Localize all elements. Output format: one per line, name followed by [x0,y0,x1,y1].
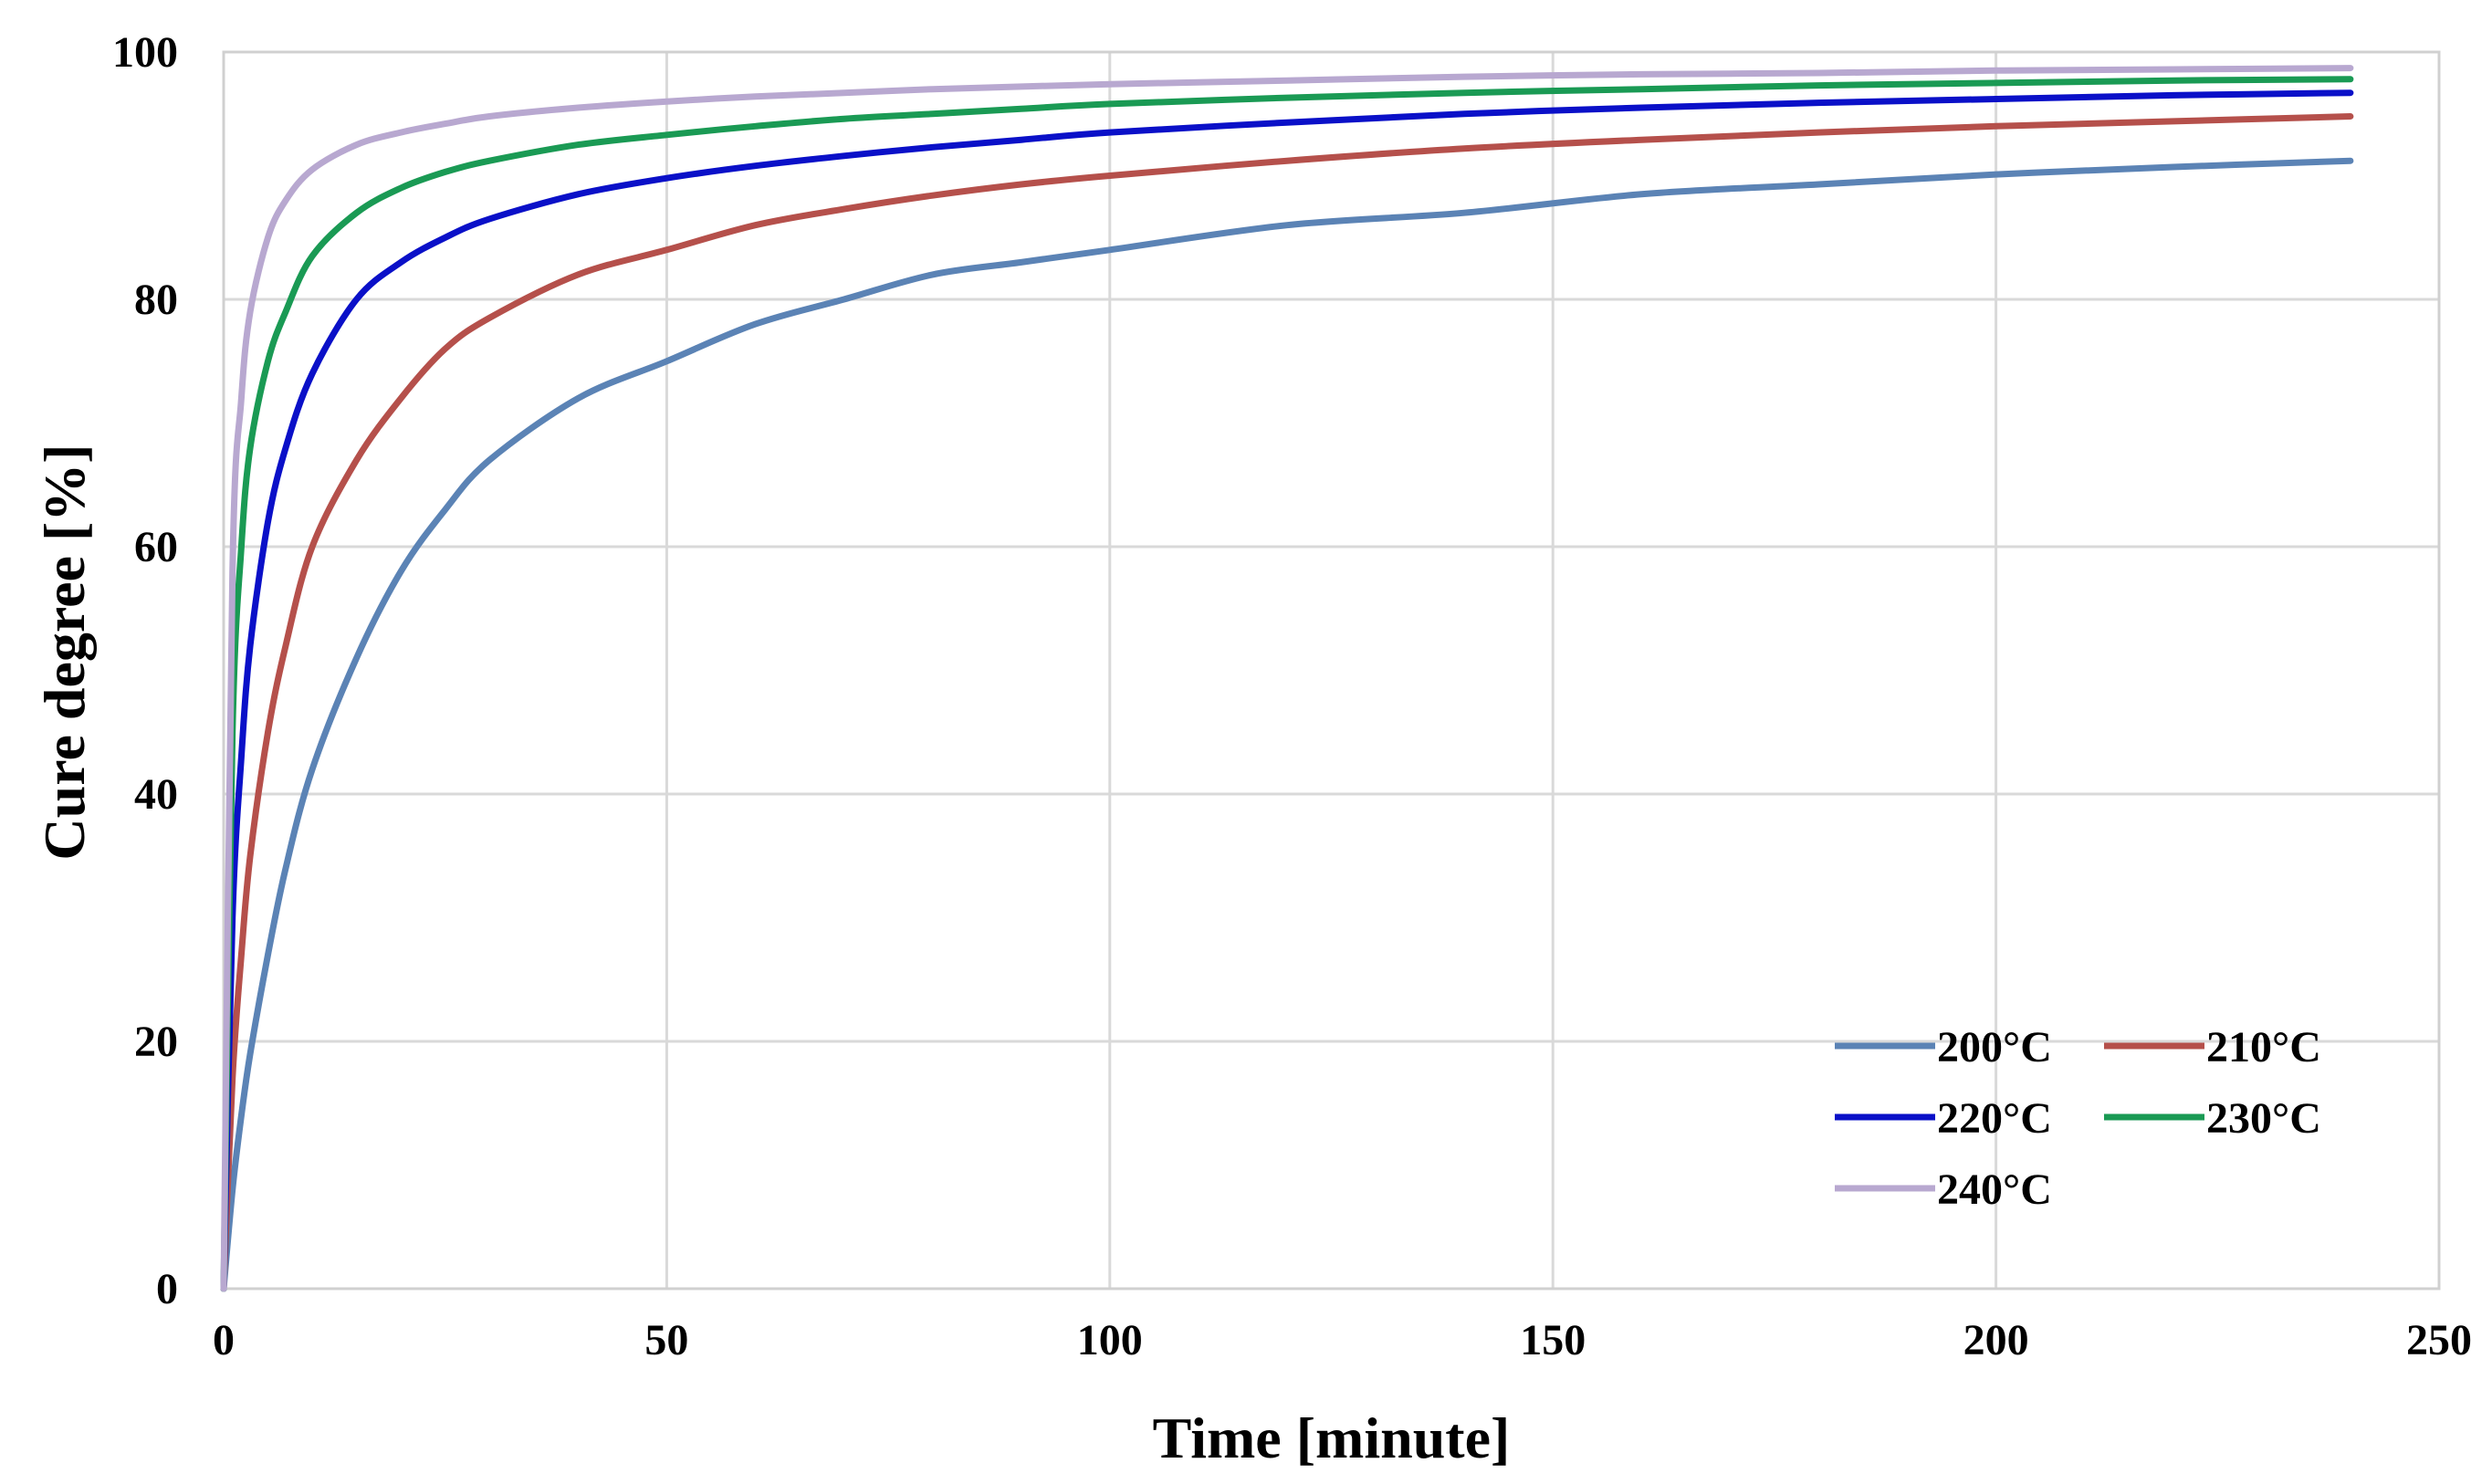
x-tick-label: 250 [2406,1316,2472,1364]
legend-label-220C: 220°C [1937,1094,2052,1143]
y-tick-label: 100 [112,28,178,77]
legend-label-240C: 240°C [1937,1165,2052,1214]
legend-label-230C: 230°C [2206,1094,2321,1143]
y-tick-label: 60 [134,523,178,571]
series-line-230C [220,76,2354,1292]
series-line-220C [220,89,2354,1292]
y-tick-label: 20 [134,1018,178,1066]
x-tick-label: 100 [1077,1316,1143,1364]
axis-tick-labels: 0 50 100 150 200 250 0 20 40 60 80 100 [112,28,2472,1364]
plot-area-frame [222,50,2441,1291]
y-tick-label: 80 [134,276,178,324]
legend-label-210C: 210°C [2206,1023,2321,1071]
legend-label-200C: 200°C [1937,1023,2052,1071]
series-line-200C [220,157,2354,1292]
y-axis-title: Cure degree [%] [32,444,97,860]
y-tick-label: 0 [156,1265,178,1313]
series-line-210C [220,113,2354,1292]
x-tick-label: 0 [213,1316,235,1364]
x-tick-label: 200 [1963,1316,2029,1364]
y-tick-label: 40 [134,770,178,819]
series-line-240C [220,65,2354,1292]
x-axis-title: Time [minute] [1153,1406,1511,1470]
x-tick-label: 50 [644,1316,688,1364]
series-lines [220,65,2354,1292]
x-tick-label: 150 [1520,1316,1586,1364]
legend: 200°C 210°C 220°C 230°C 240°C [1835,1023,2321,1214]
